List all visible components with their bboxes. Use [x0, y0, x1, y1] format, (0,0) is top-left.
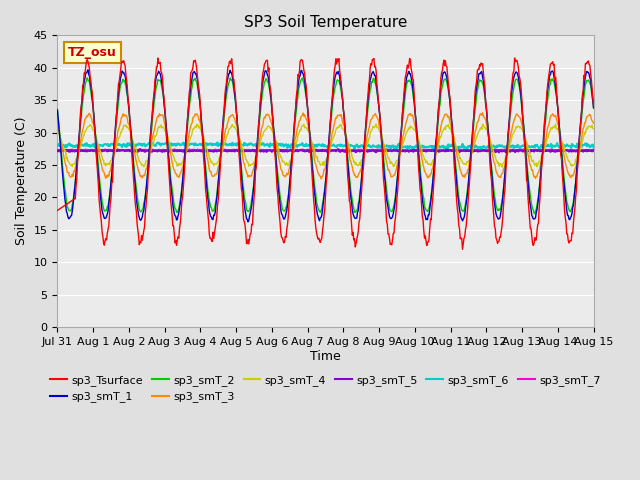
Text: TZ_osu: TZ_osu	[68, 46, 117, 59]
Y-axis label: Soil Temperature (C): Soil Temperature (C)	[15, 117, 28, 245]
Legend: sp3_Tsurface, sp3_smT_1, sp3_smT_2, sp3_smT_3, sp3_smT_4, sp3_smT_5, sp3_smT_6, : sp3_Tsurface, sp3_smT_1, sp3_smT_2, sp3_…	[46, 371, 605, 407]
X-axis label: Time: Time	[310, 349, 341, 362]
Title: SP3 Soil Temperature: SP3 Soil Temperature	[244, 15, 407, 30]
